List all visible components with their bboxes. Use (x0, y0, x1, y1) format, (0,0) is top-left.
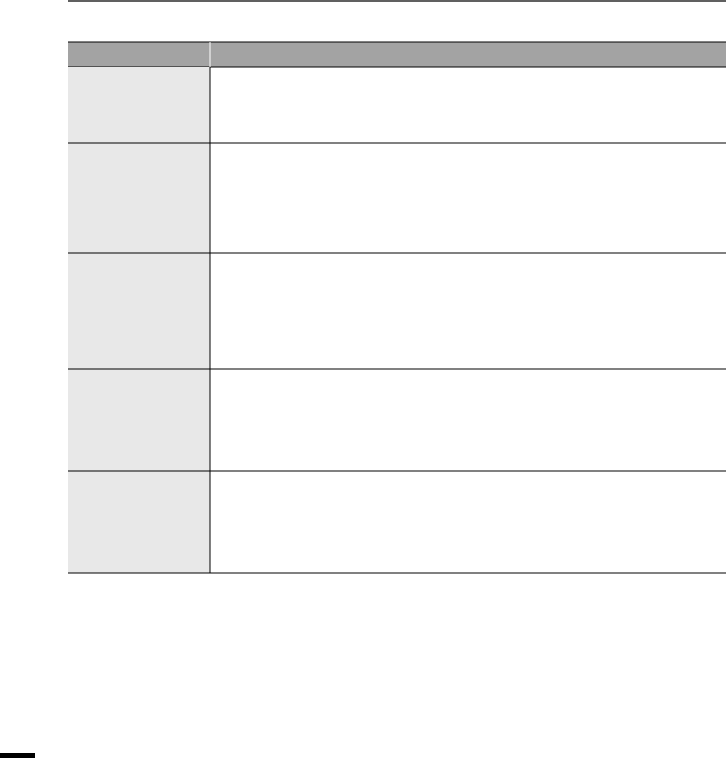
label-cell (68, 369, 210, 471)
label-cell (68, 471, 210, 573)
label-cell (68, 67, 210, 143)
header-row (68, 42, 726, 67)
table (68, 41, 726, 574)
label-cell (68, 143, 210, 253)
page-marker (0, 753, 35, 758)
label-cell (68, 253, 210, 369)
